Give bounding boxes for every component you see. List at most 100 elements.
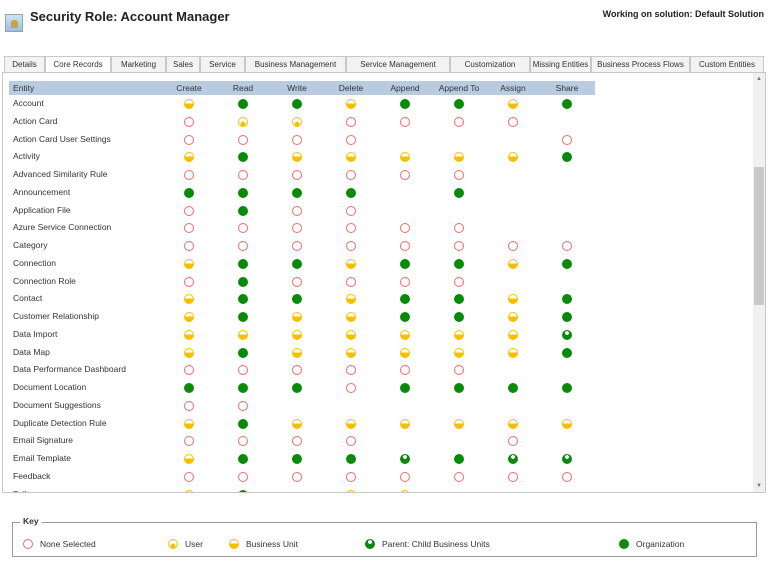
tab-details[interactable]: Details	[4, 56, 45, 72]
privilege-none-icon[interactable]	[292, 170, 302, 180]
privilege-none-icon[interactable]	[400, 276, 410, 287]
privilege-none-icon[interactable]	[184, 365, 194, 376]
privilege-parent-icon[interactable]	[508, 454, 518, 464]
privilege-bu-icon[interactable]	[184, 258, 194, 269]
privilege-org-icon[interactable]	[292, 99, 302, 109]
privilege-org-icon[interactable]	[238, 205, 248, 216]
privilege-org-icon[interactable]	[454, 187, 464, 198]
privilege-none-icon[interactable]	[184, 116, 194, 127]
privilege-none-icon[interactable]	[346, 471, 356, 482]
privilege-none-icon[interactable]	[508, 471, 518, 482]
privilege-org-icon[interactable]	[562, 258, 572, 269]
privilege-none-icon[interactable]	[292, 365, 302, 376]
privilege-none-icon[interactable]	[346, 276, 356, 287]
privilege-org-icon[interactable]	[400, 258, 410, 269]
privilege-bu-icon[interactable]	[400, 418, 410, 429]
privilege-user-icon[interactable]	[238, 116, 248, 127]
privilege-org-icon[interactable]	[400, 99, 410, 109]
privilege-bu-icon[interactable]	[508, 294, 518, 305]
scroll-up-icon[interactable]: ▲	[756, 76, 762, 82]
tab-business-process-flows[interactable]: Business Process Flows	[591, 56, 690, 72]
privilege-none-icon[interactable]	[508, 436, 518, 447]
tab-service-management[interactable]: Service Management	[346, 56, 450, 72]
privilege-bu-icon[interactable]	[238, 329, 248, 340]
privilege-bu-icon[interactable]	[400, 152, 410, 163]
privilege-user-icon[interactable]	[292, 116, 302, 127]
privilege-none-icon[interactable]	[454, 223, 464, 234]
privilege-org-icon[interactable]	[238, 489, 248, 492]
privilege-none-icon[interactable]	[238, 170, 248, 180]
privilege-org-icon[interactable]	[562, 312, 572, 322]
privilege-bu-icon[interactable]	[454, 418, 464, 429]
privilege-none-icon[interactable]	[346, 205, 356, 216]
privilege-bu-icon[interactable]	[346, 152, 356, 163]
privilege-bu-icon[interactable]	[292, 347, 302, 358]
privilege-bu-icon[interactable]	[292, 329, 302, 340]
privilege-org-icon[interactable]	[346, 187, 356, 198]
privilege-none-icon[interactable]	[184, 241, 194, 251]
privilege-none-icon[interactable]	[400, 471, 410, 482]
privilege-none-icon[interactable]	[184, 276, 194, 287]
privilege-none-icon[interactable]	[292, 134, 302, 145]
privilege-bu-icon[interactable]	[454, 152, 464, 163]
tab-service[interactable]: Service	[200, 56, 245, 72]
privilege-org-icon[interactable]	[454, 383, 464, 393]
privilege-org-icon[interactable]	[238, 276, 248, 287]
privilege-none-icon[interactable]	[562, 134, 572, 145]
scroll-down-icon[interactable]: ▼	[756, 483, 762, 489]
privilege-none-icon[interactable]	[400, 223, 410, 234]
privilege-none-icon[interactable]	[184, 436, 194, 447]
tab-customization[interactable]: Customization	[450, 56, 530, 72]
privilege-bu-icon[interactable]	[508, 347, 518, 358]
privilege-bu-icon[interactable]	[184, 99, 194, 109]
privilege-none-icon[interactable]	[346, 436, 356, 447]
privilege-none-icon[interactable]	[238, 471, 248, 482]
tab-marketing[interactable]: Marketing	[111, 56, 166, 72]
tab-sales[interactable]: Sales	[166, 56, 200, 72]
privilege-bu-icon[interactable]	[508, 312, 518, 322]
privilege-none-icon[interactable]	[238, 134, 248, 145]
privilege-none-icon[interactable]	[346, 241, 356, 251]
privilege-none-icon[interactable]	[238, 365, 248, 376]
privilege-bu-icon[interactable]	[508, 258, 518, 269]
privilege-org-icon[interactable]	[400, 383, 410, 393]
privilege-bu-icon[interactable]	[184, 312, 194, 322]
privilege-org-icon[interactable]	[238, 99, 248, 109]
privilege-bu-icon[interactable]	[184, 329, 194, 340]
privilege-bu-icon[interactable]	[346, 418, 356, 429]
privilege-bu-icon[interactable]	[184, 418, 194, 429]
privilege-bu-icon[interactable]	[454, 347, 464, 358]
privilege-bu-icon[interactable]	[346, 347, 356, 358]
privilege-org-icon[interactable]	[292, 258, 302, 269]
privilege-bu-icon[interactable]	[184, 347, 194, 358]
privilege-none-icon[interactable]	[346, 170, 356, 180]
privilege-org-icon[interactable]	[292, 187, 302, 198]
privilege-none-icon[interactable]	[346, 365, 356, 376]
privilege-none-icon[interactable]	[562, 241, 572, 251]
privilege-none-icon[interactable]	[184, 205, 194, 216]
privilege-none-icon[interactable]	[346, 223, 356, 234]
privilege-none-icon[interactable]	[454, 471, 464, 482]
privilege-org-icon[interactable]	[238, 258, 248, 269]
privilege-org-icon[interactable]	[454, 454, 464, 464]
privilege-none-icon[interactable]	[292, 205, 302, 216]
tab-core-records[interactable]: Core Records	[45, 56, 111, 73]
privilege-none-icon[interactable]	[454, 170, 464, 180]
privilege-none-icon[interactable]	[292, 471, 302, 482]
privilege-bu-icon[interactable]	[346, 294, 356, 305]
privilege-bu-icon[interactable]	[292, 418, 302, 429]
privilege-none-icon[interactable]	[184, 134, 194, 145]
privilege-none-icon[interactable]	[346, 116, 356, 127]
tab-custom-entities[interactable]: Custom Entities	[690, 56, 764, 72]
privilege-none-icon[interactable]	[562, 471, 572, 482]
privilege-org-icon[interactable]	[292, 383, 302, 393]
privilege-none-icon[interactable]	[454, 116, 464, 127]
privilege-none-icon[interactable]	[400, 241, 410, 251]
privilege-org-icon[interactable]	[292, 454, 302, 464]
privilege-bu-icon[interactable]	[346, 312, 356, 322]
privilege-none-icon[interactable]	[400, 116, 410, 127]
privilege-none-icon[interactable]	[292, 223, 302, 234]
privilege-none-icon[interactable]	[292, 241, 302, 251]
privilege-org-icon[interactable]	[562, 347, 572, 358]
privilege-org-icon[interactable]	[238, 312, 248, 322]
